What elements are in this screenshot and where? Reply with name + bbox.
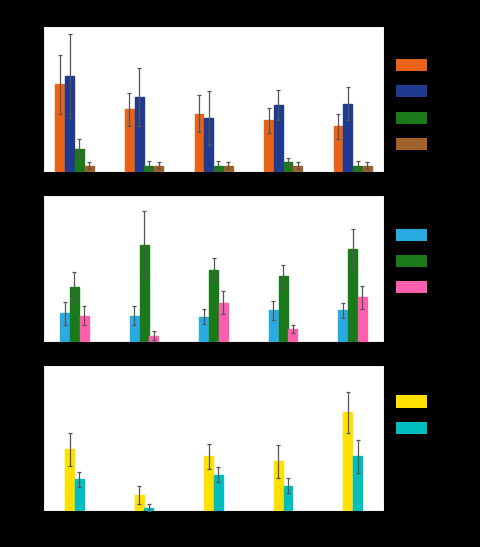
Bar xyxy=(269,311,278,342)
Bar xyxy=(75,149,84,172)
Bar xyxy=(80,316,89,342)
Bar xyxy=(194,114,204,172)
Bar xyxy=(135,97,144,172)
Bar xyxy=(224,166,233,172)
Bar xyxy=(204,456,213,511)
Bar xyxy=(70,287,79,342)
Bar xyxy=(353,456,362,511)
Bar xyxy=(125,109,134,172)
Bar xyxy=(60,313,69,342)
Bar xyxy=(363,166,372,172)
Bar xyxy=(343,412,352,511)
Bar xyxy=(279,276,288,342)
Bar xyxy=(264,120,273,172)
Bar xyxy=(334,126,343,172)
Bar xyxy=(140,245,148,342)
Bar xyxy=(343,103,352,172)
Bar xyxy=(293,166,302,172)
Bar xyxy=(284,486,292,511)
Bar xyxy=(84,166,94,172)
Bar xyxy=(348,249,357,342)
Bar xyxy=(144,508,154,511)
Bar xyxy=(65,449,74,511)
Bar xyxy=(154,166,163,172)
Bar xyxy=(219,302,228,342)
Bar xyxy=(130,316,139,342)
Bar xyxy=(144,166,154,172)
Bar xyxy=(214,166,223,172)
Bar xyxy=(288,329,298,342)
Bar xyxy=(199,317,208,342)
Bar xyxy=(214,475,223,511)
Bar xyxy=(135,495,144,511)
Bar xyxy=(353,166,362,172)
Bar xyxy=(274,105,283,172)
Bar xyxy=(75,479,84,511)
Bar xyxy=(204,118,213,172)
Bar xyxy=(274,461,283,511)
Bar xyxy=(284,162,292,172)
Bar xyxy=(65,76,74,172)
Bar xyxy=(149,336,158,342)
Bar xyxy=(209,270,218,342)
Bar xyxy=(338,311,348,342)
Bar xyxy=(55,84,64,172)
Bar xyxy=(358,298,367,342)
